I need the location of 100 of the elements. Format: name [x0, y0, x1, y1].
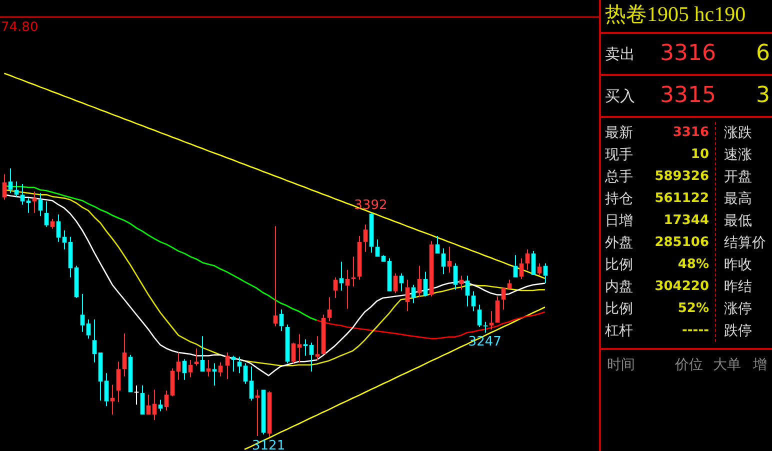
candlestick [429, 240, 434, 297]
text: 昨收 [724, 256, 752, 275]
candlestick [104, 372, 109, 407]
candlestick [477, 304, 482, 328]
text: 涨停 [724, 300, 752, 319]
candlestick [471, 290, 476, 312]
text: 日增 [605, 212, 633, 231]
candlestick [279, 309, 284, 332]
candlestick [38, 192, 43, 217]
text: 内盘 [605, 278, 633, 297]
candlestick [188, 360, 193, 378]
text: 589326 [654, 168, 709, 186]
text: 开盘 [724, 168, 752, 187]
candlestick [146, 394, 151, 414]
text: 6 [756, 40, 770, 68]
candlestick [537, 262, 542, 276]
candlestick [182, 358, 187, 380]
text: 热卷1905 hc190 [601, 0, 772, 34]
candlestick [333, 276, 338, 299]
candlestick [80, 293, 85, 332]
candlestick [483, 321, 488, 334]
candlestick [489, 310, 494, 330]
candlestick [363, 224, 368, 252]
annotation: 3121 [252, 438, 286, 451]
annotation: 3392 [354, 198, 388, 213]
candlestick [465, 275, 470, 307]
text: 561122 [654, 190, 709, 208]
candlestick [128, 354, 133, 392]
text: 买入 [605, 86, 635, 107]
candlestick [152, 389, 157, 421]
text: 速涨 [724, 146, 752, 165]
candlestick [44, 200, 49, 228]
candlestick [122, 332, 127, 377]
text: ----- [682, 322, 709, 340]
text: 卖出 [605, 44, 635, 65]
candlestick [339, 261, 344, 291]
candlestick [225, 352, 230, 380]
candlestick [261, 390, 266, 435]
candlestick [441, 248, 446, 275]
candlestick [357, 236, 362, 280]
candlestick [375, 239, 380, 257]
text: 17344 [664, 212, 709, 230]
candlestick [345, 269, 350, 310]
text: 持仓 [605, 190, 633, 209]
candlestick [158, 399, 163, 412]
text: 时间 [607, 356, 635, 375]
candlestick [315, 336, 320, 361]
candlestick [501, 286, 506, 310]
text: 285106 [654, 234, 709, 252]
candlestick [309, 342, 314, 372]
candlestick [303, 338, 308, 356]
candlestick [134, 385, 140, 406]
candlestick [26, 198, 31, 214]
candlestick [218, 362, 223, 377]
candlestick [399, 272, 404, 292]
candlestick [417, 265, 422, 298]
candlestick [405, 279, 410, 312]
candlestick [56, 214, 61, 242]
text: 杠杆 [605, 322, 633, 341]
candlestick [68, 236, 73, 278]
candlestick [327, 296, 332, 322]
candlestick [50, 218, 55, 230]
candlestick [423, 271, 428, 297]
candlestick [249, 366, 254, 402]
text: 跌停 [724, 322, 752, 341]
text: 比例 [605, 300, 633, 319]
text: 比例 [605, 256, 633, 275]
text: 现手 [605, 146, 633, 165]
candlestick [513, 254, 518, 278]
candlestick [267, 390, 272, 438]
candlestick [164, 390, 169, 411]
text: 3316 [660, 40, 716, 68]
candlestick [273, 226, 278, 327]
candlestick [297, 334, 302, 363]
candlestick [447, 246, 452, 274]
text: 48% [678, 256, 709, 274]
candlestick [2, 174, 7, 200]
candlestick [243, 362, 248, 384]
annotation: 3247 [468, 334, 502, 350]
candlestick [255, 389, 260, 436]
text: 3315 [660, 82, 716, 110]
candlestick [74, 265, 79, 299]
candlestick [495, 296, 500, 323]
candlestick [212, 362, 217, 386]
candlestick [8, 168, 13, 194]
candlestick [200, 336, 205, 372]
candlestick [285, 324, 290, 364]
text: 最新 [605, 124, 633, 143]
text: 52% [678, 300, 709, 318]
candlestick [387, 258, 392, 292]
candlestick [176, 352, 181, 380]
candlestick [32, 190, 37, 214]
candlestick [525, 248, 530, 270]
text: 10 [690, 146, 709, 164]
text: 外盘 [605, 234, 633, 253]
candlestick [291, 342, 296, 364]
text: 大单 [713, 356, 741, 375]
text: 3 [756, 82, 770, 110]
candlestick [86, 318, 91, 340]
text: 昨结 [724, 278, 752, 297]
